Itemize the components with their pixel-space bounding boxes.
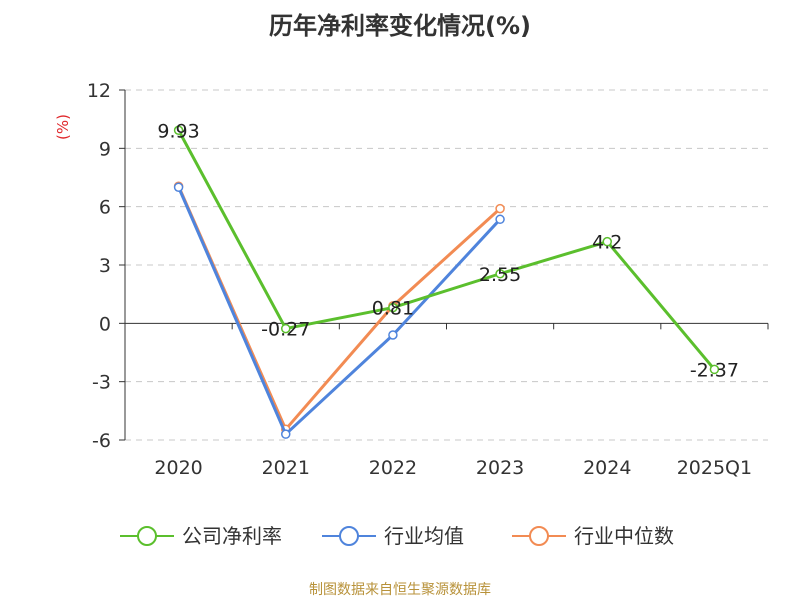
x-tick-label: 2023 <box>476 457 524 479</box>
y-tick-label: -3 <box>92 372 111 394</box>
data-point <box>281 323 291 334</box>
legend-marker <box>137 526 157 546</box>
x-tick-label: 2024 <box>583 457 631 479</box>
x-tick-label: 2025Q1 <box>677 457 752 479</box>
data-point <box>495 214 505 225</box>
data-labels: 9.93 -0.27 0.81 2.55 4.2 -2.37 <box>157 120 739 381</box>
data-label: 4.2 <box>592 232 622 254</box>
series-line <box>177 129 716 371</box>
data-label: 9.93 <box>157 120 199 142</box>
chart-title: 历年净利率变化情况(%) <box>269 12 531 40</box>
x-tick-label: 2020 <box>154 457 202 479</box>
data-point <box>709 364 720 375</box>
y-tick-label: 6 <box>99 197 111 219</box>
legend-label: 行业中位数 <box>574 524 674 548</box>
legend-marker <box>529 526 549 546</box>
data-label: -2.37 <box>690 359 739 381</box>
y-tick-label: 12 <box>87 80 111 102</box>
data-point <box>173 125 184 135</box>
data-point <box>495 269 505 279</box>
legend-marker <box>339 526 359 546</box>
gridlines <box>125 89 768 441</box>
data-point <box>173 182 184 192</box>
data-point <box>388 330 398 340</box>
source-note: 制图数据来自恒生聚源数据库 <box>309 582 491 598</box>
y-tick-label: 0 <box>99 313 111 335</box>
data-point <box>281 429 291 439</box>
data-point <box>388 302 398 313</box>
legend: 公司净利率 行业均值 行业中位数 <box>120 524 674 548</box>
legend-label: 行业均值 <box>384 524 464 548</box>
series-line <box>177 186 502 436</box>
series-line <box>177 185 502 431</box>
legend-label: 公司净利率 <box>182 524 282 548</box>
data-label: 0.81 <box>372 298 414 320</box>
data-point <box>602 236 612 247</box>
series-lines <box>173 125 720 439</box>
y-axis-label: (%) <box>54 114 72 140</box>
data-label: -0.27 <box>261 319 310 341</box>
x-tick-label: 2021 <box>262 457 310 479</box>
data-point <box>495 203 505 214</box>
axes: 12 9 6 3 0 -3 -6 2020 2021 2022 2023 2024 2025Q1 (%) <box>54 80 769 479</box>
data-label: 2.55 <box>479 264 521 286</box>
x-tick-label: 2022 <box>369 457 417 479</box>
y-tick-label: -6 <box>92 430 111 452</box>
y-tick-label: 9 <box>99 138 111 160</box>
y-tick-label: 3 <box>99 255 111 277</box>
